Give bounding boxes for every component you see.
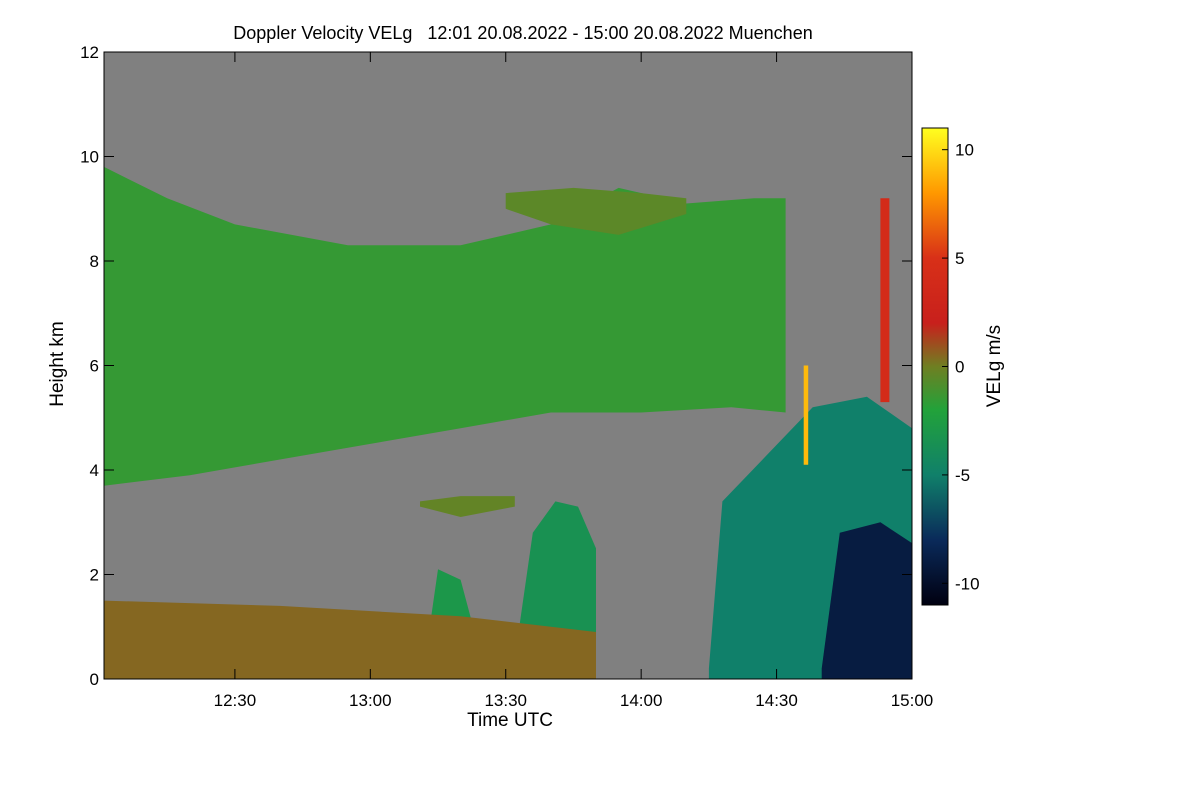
- y-tick-label: 12: [80, 43, 99, 62]
- colorbar-axis: 10 5 0 -5 -10: [942, 141, 980, 593]
- x-tick-label: 15:00: [891, 691, 934, 710]
- colorbar-tick-label: 10: [955, 141, 974, 160]
- y-axis: 0 2 4 6 8 10 12: [80, 43, 912, 689]
- x-tick-label: 13:00: [349, 691, 392, 710]
- y-axis-label: Height km: [47, 321, 68, 407]
- x-tick-label: 14:00: [620, 691, 663, 710]
- x-axis-label: Time UTC: [467, 710, 553, 731]
- x-tick-label: 14:30: [755, 691, 798, 710]
- y-tick-label: 0: [90, 670, 99, 689]
- region-updraft-streak: updraft streak: [880, 198, 890, 403]
- x-tick-label: 12:30: [214, 691, 257, 710]
- colorbar-tick-label: 0: [955, 358, 964, 377]
- y-tick-label: 4: [90, 461, 99, 480]
- x-axis: 12:30 13:00 13:30 14:00 14:30 15:00: [214, 52, 934, 710]
- colorbar-label: VELg m/s: [984, 325, 1005, 407]
- colorbar-tick-label: 5: [955, 249, 964, 268]
- y-tick-label: 10: [80, 148, 99, 167]
- echo-regions: upper cloud layercirrus patch mid-level p…: [104, 166, 912, 679]
- y-tick-label: 2: [90, 566, 99, 585]
- region-storm-downdraft: storm downdraft: [821, 522, 912, 679]
- colorbar-tick-label: -5: [955, 466, 970, 485]
- region-upper-cloud-layer: upper cloud layer: [104, 166, 786, 486]
- y-tick-label: 8: [90, 252, 99, 271]
- x-tick-label: 13:30: [484, 691, 527, 710]
- region-updraft-streak: updraft streak: [803, 365, 809, 465]
- region-cirrus-patch: cirrus patch: [505, 187, 687, 235]
- region-boundary-layer-clutter: boundary layer clutter: [104, 600, 596, 679]
- colorbar-tick-label: -10: [955, 574, 980, 593]
- region-mid-level-patch: mid-level patch: [420, 496, 515, 517]
- y-tick-label: 6: [90, 357, 99, 376]
- chart-title: Doppler Velocity VELg 12:01 20.08.2022 -…: [233, 23, 812, 43]
